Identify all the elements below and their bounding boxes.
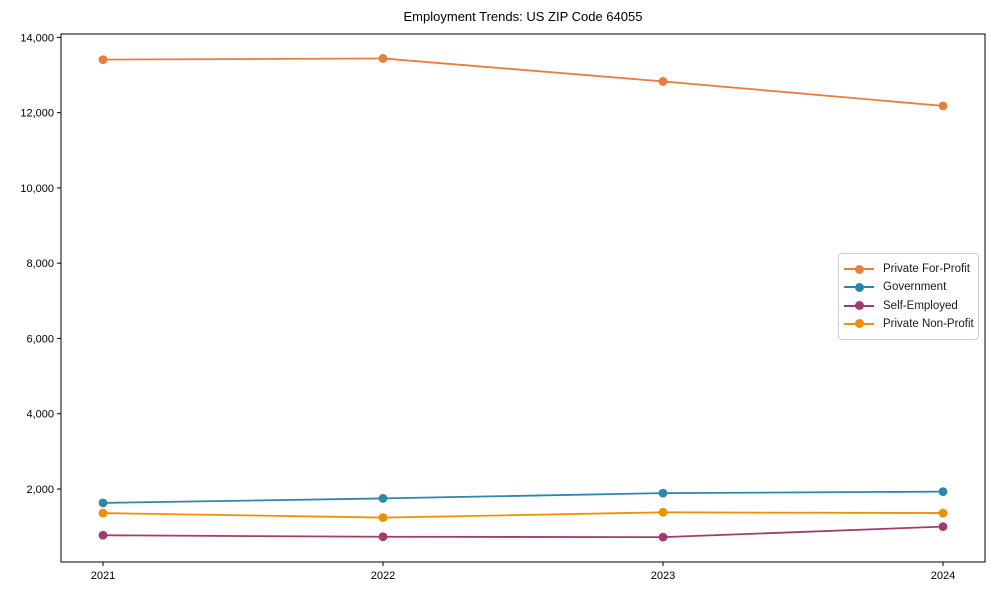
- chart-title: Employment Trends: US ZIP Code 64055: [403, 9, 643, 24]
- x-tick-label: 2024: [931, 570, 955, 582]
- y-tick-label: 2,000: [26, 484, 54, 496]
- data-point: [378, 532, 388, 542]
- y-tick-label: 4,000: [26, 409, 54, 421]
- legend-label: Private Non-Profit: [883, 317, 974, 330]
- data-point: [98, 530, 108, 540]
- series-line: [102, 511, 944, 519]
- data-point: [378, 513, 388, 522]
- data-point: [938, 101, 948, 111]
- data-point: [658, 532, 668, 542]
- legend-label: Self-Employed: [883, 299, 958, 312]
- series-line: [102, 525, 944, 539]
- legend-item: Self-Employed: [844, 297, 972, 315]
- line-marker-icon: [844, 282, 874, 292]
- data-point: [658, 77, 668, 86]
- data-point: [658, 488, 668, 498]
- data-point: [938, 487, 948, 497]
- series-line: [102, 490, 944, 504]
- axes-frame: [60, 33, 986, 563]
- legend-label: Private For-Profit: [883, 263, 970, 275]
- y-tick-label: 12,000: [20, 108, 54, 120]
- y-tick-label: 6,000: [26, 333, 54, 345]
- data-point: [658, 507, 668, 517]
- data-point: [378, 493, 388, 503]
- x-tick-label: 2023: [651, 570, 675, 582]
- y-tick-label: 8,000: [26, 258, 54, 270]
- x-tick-label: 2021: [91, 570, 115, 582]
- data-point: [938, 508, 948, 518]
- data-point: [98, 508, 108, 518]
- series-line: [102, 57, 944, 107]
- line-marker-icon: [844, 264, 874, 274]
- legend-item: Government: [844, 278, 972, 296]
- data-point: [378, 54, 388, 63]
- line-marker-icon: [844, 301, 874, 311]
- data-point: [98, 498, 108, 508]
- y-tick-label: 14,000: [20, 32, 54, 44]
- legend-item: Private Non-Profit: [844, 315, 974, 333]
- line-marker-icon: [844, 319, 874, 329]
- legend-label: Government: [883, 281, 947, 294]
- legend: Private For-Profit Government Self-Emplo…: [838, 253, 979, 340]
- legend-item: Private For-Profit: [844, 260, 972, 278]
- data-point: [98, 55, 108, 64]
- y-tick-label: 10,000: [20, 183, 54, 195]
- data-point: [938, 522, 948, 532]
- x-tick-label: 2022: [371, 570, 395, 582]
